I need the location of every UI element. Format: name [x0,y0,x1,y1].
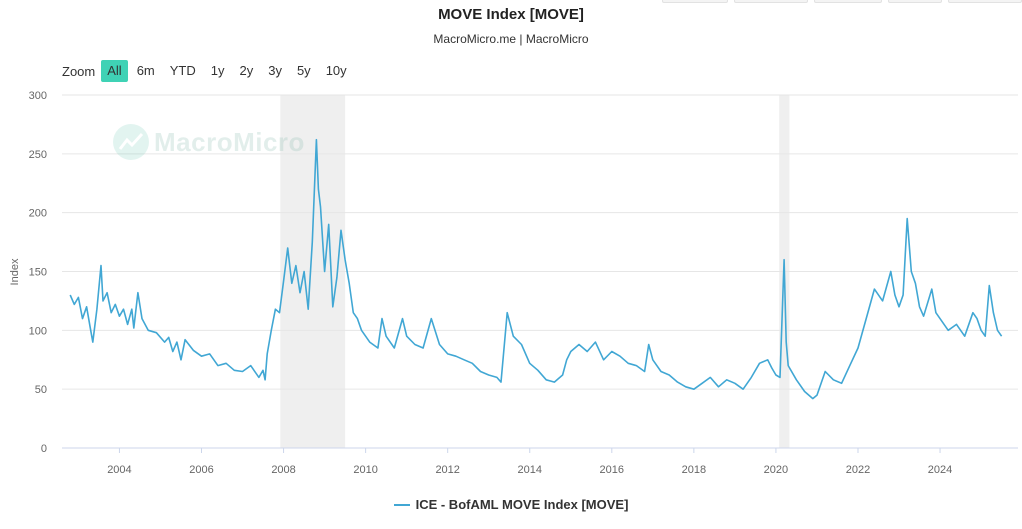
x-tick-label: 2014 [518,464,542,476]
range-selector: Zoom All 6m YTD 1y 2y 3y 5y 10y [62,60,356,82]
watermark-logo: MacroMicro [112,123,305,161]
series-lines [69,138,1003,400]
zoom-label: Zoom [62,63,96,79]
macromicro-logo-icon [113,124,149,160]
range-button-1y[interactable]: 1y [210,63,225,78]
y-axis-label: Index [9,258,21,285]
legend-label: ICE - BofAML MOVE Index [MOVE] [415,497,629,512]
y-tick-label: 300 [29,90,47,102]
y-axis-tick-labels: 0 50 100 150 200 250 300 [29,90,47,455]
range-button-5y[interactable]: 5y [296,63,311,78]
export-button-2[interactable] [734,0,808,3]
y-tick-label: 0 [41,443,47,455]
y-tick-label: 250 [29,149,47,161]
export-button-1[interactable] [662,0,728,3]
x-tick-label: 2010 [353,464,377,476]
y-tick-label: 100 [29,325,47,337]
grid-lines [62,94,1018,390]
x-tick-label: 2008 [271,464,295,476]
range-button-3y[interactable]: 3y [268,63,282,78]
y-tick-label: 150 [29,267,47,279]
x-tick-label: 2024 [928,464,952,476]
chart-subtitle: MacroMicro.me | MacroMicro [433,32,589,46]
range-button-10y[interactable]: 10y [325,63,347,78]
legend-swatch [393,503,410,506]
x-tick-label: 2006 [189,464,213,476]
watermark-text: MacroMicro [154,126,305,157]
series-line[interactable] [69,138,1003,400]
x-tick-label: 2016 [600,464,624,476]
legend[interactable]: ICE - BofAML MOVE Index [MOVE] [0,497,1022,512]
export-button-3[interactable] [814,0,882,3]
x-tick-label: 2012 [435,464,459,476]
range-button-6m[interactable]: 6m [136,63,155,78]
x-tick-label: 2018 [682,464,706,476]
range-button-all[interactable]: All [101,60,128,82]
x-tick-label: 2020 [764,464,788,476]
x-tick-label: 2022 [846,464,870,476]
y-tick-label: 200 [29,208,47,220]
export-button-4[interactable] [888,0,942,3]
x-axis-tick-labels: 2004 2006 2008 2010 2012 2014 2016 2018 2020 2022… [107,448,952,476]
y-tick-label: 50 [35,384,47,396]
x-tick-label: 2004 [107,464,131,476]
chart-title: MOVE Index [MOVE] [438,6,584,23]
range-button-2y[interactable]: 2y [239,63,254,78]
range-button-ytd[interactable]: YTD [169,63,196,78]
